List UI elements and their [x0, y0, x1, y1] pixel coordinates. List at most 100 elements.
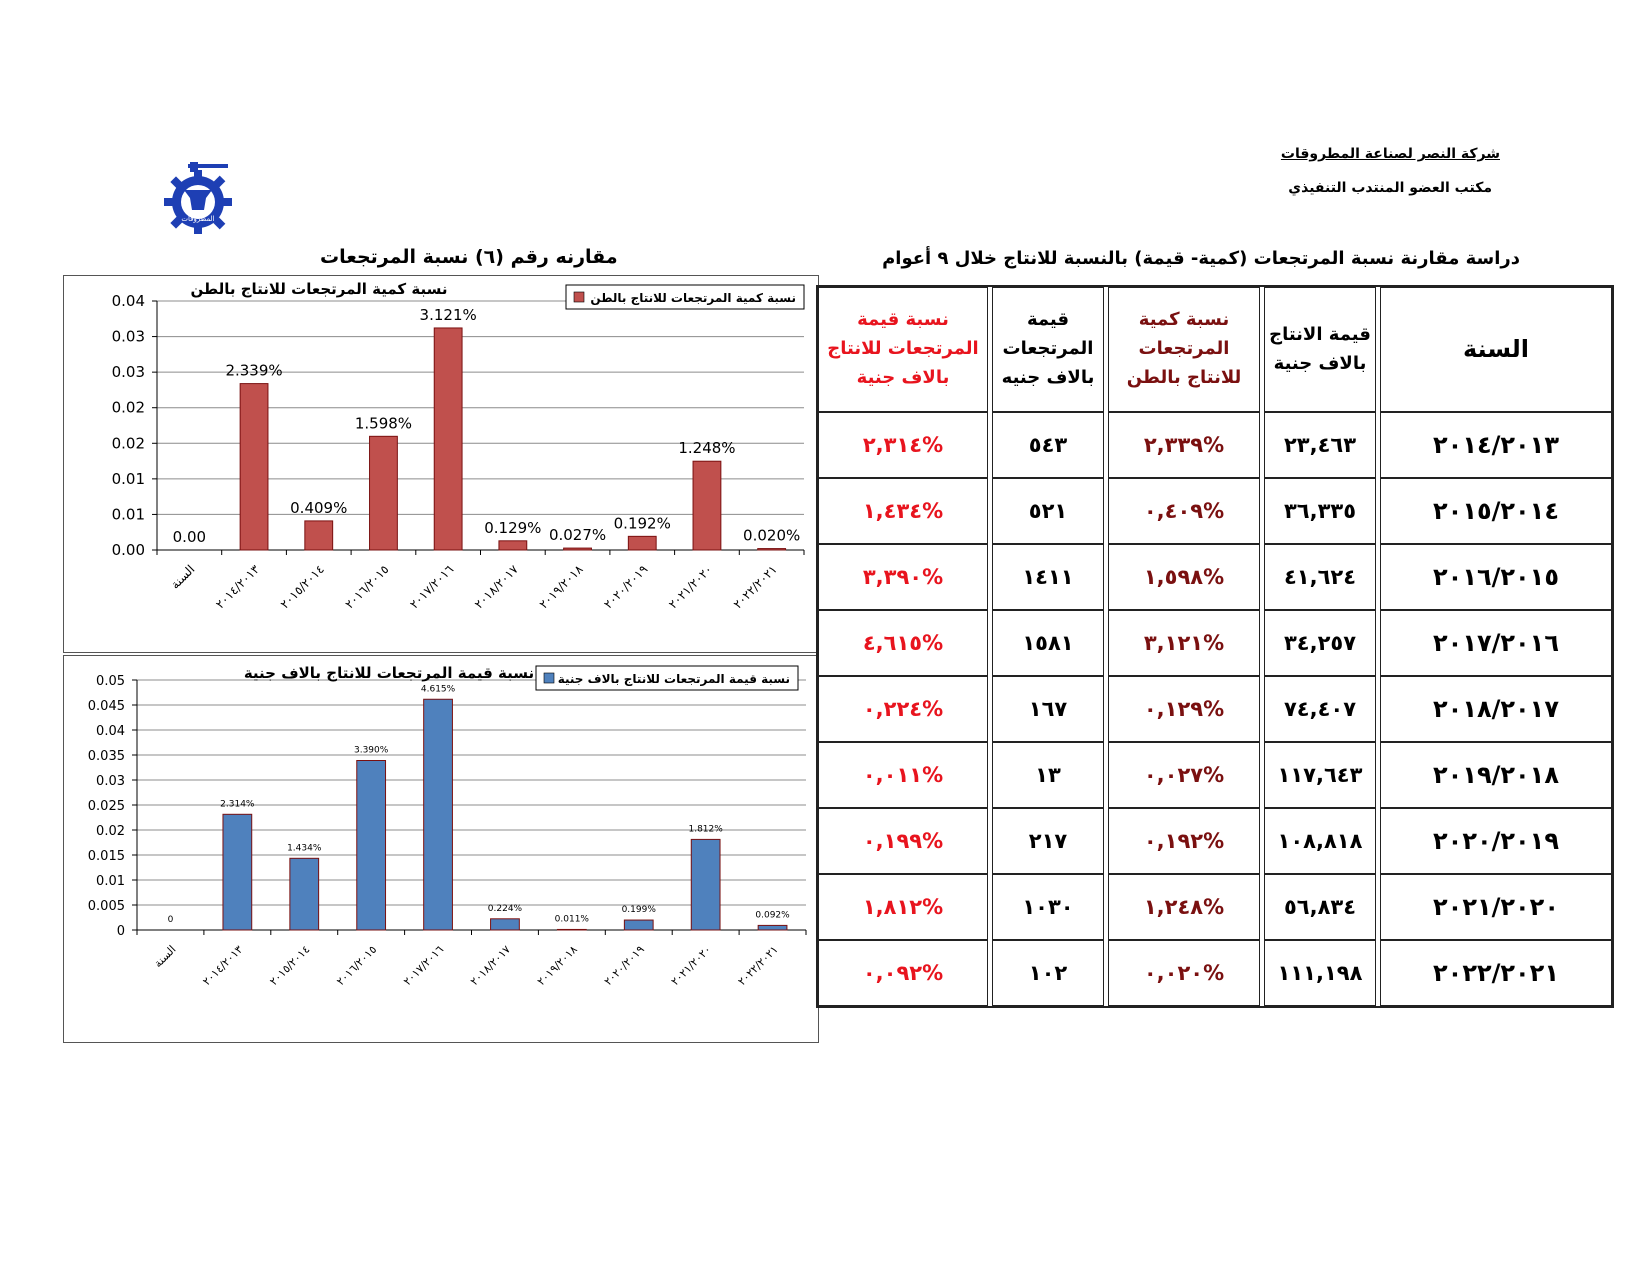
x-tick-label: ٢٠٢٠/٢٠١٩ — [601, 562, 650, 611]
data-label: 0 — [168, 915, 174, 925]
cell-value-ratio: %٠,١٩٩ — [818, 808, 988, 874]
cell-production: ٧٤,٤٠٧ — [1264, 676, 1376, 742]
x-tick-label: ٢٠٢٢/٢٠٢١ — [735, 943, 780, 988]
bar — [757, 548, 787, 551]
table-row: ٢٠١٤/٢٠١٣ ٢٣,٤٦٣ %٢,٣٣٩ ٥٤٣ %٢,٣١٤ — [818, 412, 1612, 478]
table-row: ٢٠١٦/٢٠١٥ ٤١,٦٢٤ %١,٥٩٨ ١٤١١ %٣,٣٩٠ — [818, 544, 1612, 610]
y-tick-label: 0.015 — [88, 849, 125, 864]
chart-title: نسبة قيمة المرتجعات للانتاج بالاف جنية — [244, 664, 534, 682]
y-tick-label: 0.02 — [112, 434, 145, 452]
cell-value-ratio: %١,٤٣٤ — [818, 478, 988, 544]
value-ratio-chart: 0 0.005 0.01 0.015 0.02 0.025 0.03 0.035 0.04 0.0… — [63, 655, 819, 1043]
x-tick-label: ٢٠٢١/٢٠٢٠ — [669, 943, 714, 988]
table-row: ٢٠٢٢/٢٠٢١ ١١١,١٩٨ %٠,٠٢٠ ١٠٢ %٠,٠٩٢ — [818, 940, 1612, 1006]
cell-qty-ratio: %٢,٣٣٩ — [1108, 412, 1260, 478]
data-label: 0.011% — [555, 914, 590, 924]
y-tick-label: 0.045 — [88, 699, 125, 714]
bar — [490, 918, 520, 931]
cell-year: ٢٠٢١/٢٠٢٠ — [1380, 874, 1612, 940]
x-tick-label: ٢٠١٨/٢٠١٧ — [468, 943, 513, 988]
y-tick-label: 0.04 — [96, 724, 125, 739]
logo-text: المطروقات — [181, 215, 214, 223]
chart-title: نسبة كمية المرتجعات للانتاج بالطن — [190, 280, 447, 298]
data-label: 0.409% — [290, 499, 347, 517]
y-tick-label: 0.035 — [88, 749, 125, 764]
cell-returns-value: ٥٤٣ — [992, 412, 1104, 478]
x-tick-label: ٢٠٢٢/٢٠٢١ — [731, 562, 780, 611]
x-tick-label: ٢٠١٥/٢٠١٤ — [267, 943, 312, 988]
bar — [433, 327, 463, 551]
data-label: 1.812% — [688, 824, 723, 834]
bar — [757, 924, 788, 931]
cell-returns-value: ١٠٣٠ — [992, 874, 1104, 940]
table-row: ٢٠١٧/٢٠١٦ ٣٤,٢٥٧ %٣,١٢١ ١٥٨١ %٤,٦١٥ — [818, 610, 1612, 676]
quantity-ratio-chart-svg: 0.00 0.01 0.01 0.02 0.02 0.03 0.03 0.04 0.00 السن… — [112, 280, 805, 612]
y-tick-label: 0.03 — [112, 363, 145, 381]
y-tick-label: 0.01 — [96, 874, 125, 889]
cell-year: ٢٠١٥/٢٠١٤ — [1380, 478, 1612, 544]
x-tick-label: ٢٠١٦/٢٠١٥ — [334, 943, 379, 988]
table-row: ٢٠٢١/٢٠٢٠ ٥٦,٨٣٤ %١,٢٤٨ ١٠٣٠ %١,٨١٢ — [818, 874, 1612, 940]
data-label: 2.339% — [225, 362, 282, 380]
x-tick-label: ٢٠١٧/٢٠١٦ — [401, 943, 446, 988]
cell-production: ٣٦,٣٣٥ — [1264, 478, 1376, 544]
cell-value-ratio: %٣,٣٩٠ — [818, 544, 988, 610]
cell-qty-ratio: %٠,٠٢٠ — [1108, 940, 1260, 1006]
bar — [563, 547, 592, 551]
x-tick-label: ٢٠١٨/٢٠١٧ — [472, 562, 522, 612]
x-tick-label: ٢٠١٧/٢٠١٦ — [407, 562, 456, 611]
cell-year: ٢٠١٨/٢٠١٧ — [1380, 676, 1612, 742]
cell-qty-ratio: %١,٥٩٨ — [1108, 544, 1260, 610]
data-label: 0.020% — [743, 527, 800, 545]
data-label: 0.192% — [614, 514, 671, 532]
cell-value-ratio: %٠,٠٩٢ — [818, 940, 988, 1006]
data-label: 0.224% — [488, 904, 523, 914]
x-tick-label: ٢٠١٦/٢٠١٥ — [342, 562, 391, 611]
data-label: 0.092% — [755, 910, 790, 920]
legend-box — [535, 665, 799, 691]
y-tick-label: 0.01 — [112, 505, 145, 523]
cell-returns-value: ١٣ — [992, 742, 1104, 808]
cell-returns-value: ١٦٧ — [992, 676, 1104, 742]
legend-label: نسبة قيمة المرتجعات للانتاج بالاف جنية — [558, 672, 790, 686]
data-label: 3.121% — [420, 306, 477, 324]
returns-table: السنة قيمة الانتاج بالاف جنية نسبة كمية … — [816, 285, 1614, 1008]
cell-returns-value: ١٠٢ — [992, 940, 1104, 1006]
x-tick-label: ٢٠١٩/٢٠١٨ — [536, 562, 586, 612]
x-tick-label: ٢٠١٩/٢٠١٨ — [535, 943, 580, 988]
cell-returns-value: ٢١٧ — [992, 808, 1104, 874]
value-ratio-chart-svg: 0 0.005 0.01 0.015 0.02 0.025 0.03 0.035 0.04 0.0… — [88, 664, 807, 988]
table-row: ٢٠١٩/٢٠١٨ ١١٧,٦٤٣ %٠,٠٢٧ ١٣ %٠,٠١١ — [818, 742, 1612, 808]
cell-value-ratio: %٠,٢٢٤ — [818, 676, 988, 742]
table-row: ٢٠٢٠/٢٠١٩ ١٠٨,٨١٨ %٠,١٩٢ ٢١٧ %٠,١٩٩ — [818, 808, 1612, 874]
bar — [369, 435, 398, 551]
data-label: 0.00 — [173, 528, 206, 546]
legend-swatch — [573, 291, 585, 303]
data-label: 1.598% — [355, 414, 412, 432]
y-tick-label: 0.02 — [96, 824, 125, 839]
bar — [222, 813, 253, 931]
x-tick-label: ٢٠١٥/٢٠١٤ — [278, 562, 327, 611]
x-tick-label: ٢٠١٤/٢٠١٣ — [200, 943, 245, 988]
quantity-ratio-chart: 0.00 0.01 0.01 0.02 0.02 0.03 0.03 0.04 0.00 السن… — [63, 275, 819, 653]
header-year: السنة — [1380, 287, 1612, 412]
cell-production: ١٠٨,٨١٨ — [1264, 808, 1376, 874]
cell-production: ٤١,٦٢٤ — [1264, 544, 1376, 610]
data-label: 3.390% — [354, 746, 389, 756]
y-tick-label: 0.02 — [112, 399, 145, 417]
y-tick-label: 0.00 — [112, 541, 145, 559]
bar — [289, 857, 320, 931]
y-tick-label: 0.025 — [88, 799, 125, 814]
cell-year: ٢٠١٩/٢٠١٨ — [1380, 742, 1612, 808]
bar — [627, 535, 657, 551]
header-qty-ratio: نسبة كمية المرتجعات للانتاج بالطن — [1108, 287, 1260, 412]
comparison-title: مقارنه رقم (٦) نسبة المرتجعات — [320, 246, 618, 268]
x-tick-label: السنة — [168, 562, 198, 592]
data-label: 0.129% — [484, 519, 541, 537]
legend-box — [565, 284, 805, 310]
bar — [423, 698, 453, 931]
cell-returns-value: ١٥٨١ — [992, 610, 1104, 676]
y-tick-label: 0.01 — [112, 470, 145, 488]
header-production: قيمة الانتاج بالاف جنية — [1264, 287, 1376, 412]
bar — [690, 838, 721, 931]
